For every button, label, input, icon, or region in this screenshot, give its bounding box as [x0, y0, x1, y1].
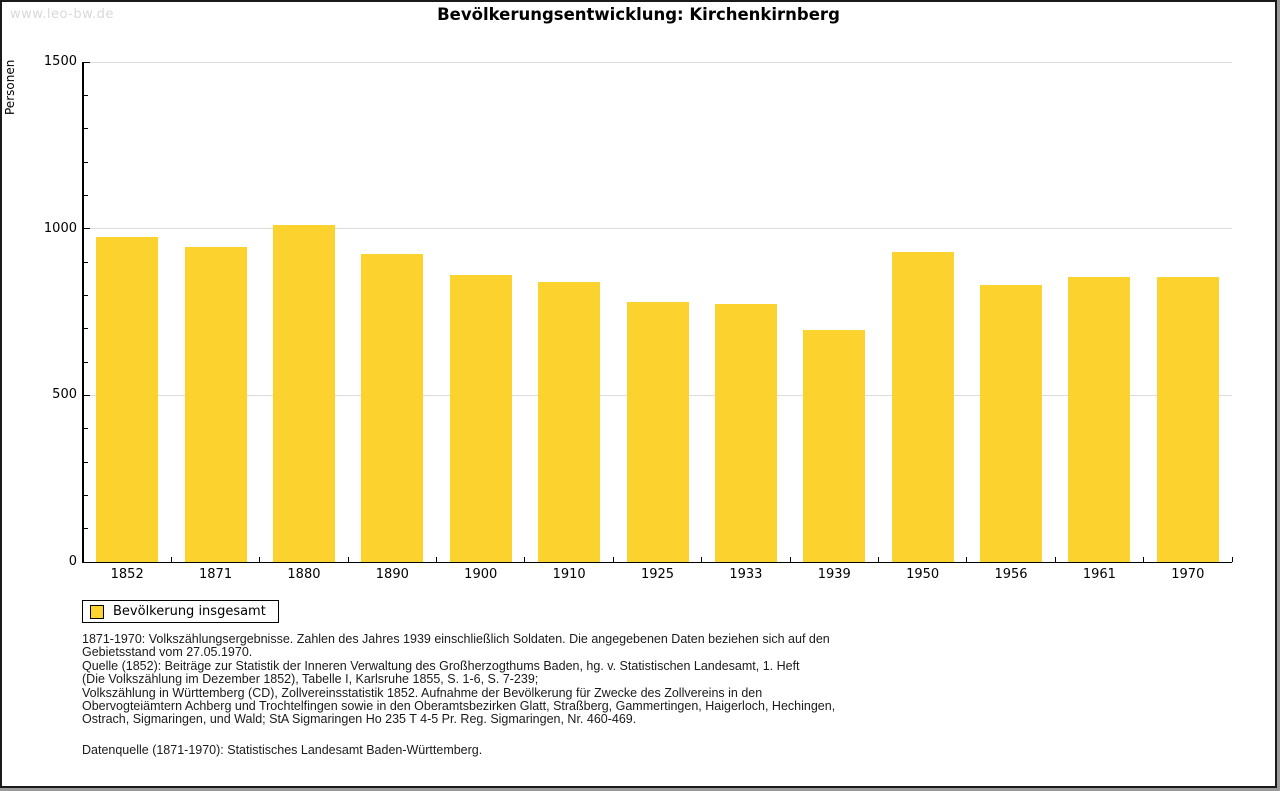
y-minor-tick — [83, 128, 88, 130]
y-minor-tick — [83, 494, 88, 496]
x-tick — [877, 556, 879, 562]
gridline-1000 — [83, 228, 1232, 230]
chart-title: Bevölkerungsentwicklung: Kirchenkirnberg — [437, 5, 840, 24]
footnote-line: Obervogteiämtern Achberg und Trochtelfin… — [82, 699, 836, 714]
bar-1852 — [96, 237, 159, 562]
x-tick — [347, 556, 349, 562]
x-tick-label: 1933 — [729, 567, 763, 582]
y-tick-label: 0 — [68, 554, 77, 569]
bar-1933 — [714, 303, 777, 562]
footnote-line: Gebietsstand vom 27.05.1970. — [82, 645, 253, 660]
y-tick-label: 1500 — [43, 54, 77, 69]
x-tick-label: 1890 — [375, 567, 409, 582]
bar-1925 — [626, 302, 689, 562]
footnote-line: Quelle (1852): Beiträge zur Statistik de… — [82, 658, 800, 673]
y-major-tick — [83, 61, 90, 63]
x-tick — [789, 556, 791, 562]
y-minor-tick — [83, 294, 88, 296]
y-major-tick — [83, 228, 90, 230]
x-tick — [1143, 556, 1145, 562]
x-tick — [170, 556, 172, 562]
y-minor-tick — [83, 461, 88, 463]
x-tick-label: 1880 — [287, 567, 321, 582]
footnote-line: 1871-1970: Volkszählungsergebnisse. Zahl… — [82, 632, 830, 646]
x-tick — [701, 556, 703, 562]
y-major-tick — [83, 394, 90, 396]
x-tick — [259, 556, 261, 562]
gridline-1500 — [83, 61, 1232, 63]
footnote-line: Ostrach, Sigmaringen, und Wald; StA Sigm… — [82, 712, 637, 727]
bar-1950 — [891, 252, 954, 562]
y-minor-tick — [83, 428, 88, 430]
bar-1890 — [361, 253, 424, 562]
x-tick-label: 1910 — [552, 567, 586, 582]
y-tick-label: 1000 — [43, 220, 77, 236]
x-tick-label: 1956 — [994, 567, 1028, 582]
y-minor-tick — [83, 361, 88, 363]
bar-1900 — [449, 275, 512, 562]
x-tick-label: 1961 — [1082, 567, 1116, 582]
bar-1871 — [184, 247, 247, 562]
footnote-text: 1871-1970: Volkszählungsergebnisse. Zahl… — [82, 632, 1222, 727]
x-tick — [524, 556, 526, 562]
y-minor-tick — [83, 161, 88, 163]
x-tick-label: 1900 — [464, 567, 498, 582]
y-minor-tick — [83, 94, 88, 96]
y-axis-line — [82, 62, 84, 563]
x-tick-label: 1970 — [1171, 567, 1205, 582]
x-tick — [612, 556, 614, 562]
bar-1910 — [538, 282, 601, 562]
bar-1970 — [1156, 277, 1219, 562]
legend-swatch-icon — [90, 604, 104, 619]
legend-label: Bevölkerung insgesamt — [113, 604, 266, 619]
bar-1880 — [272, 225, 335, 562]
y-minor-tick — [83, 528, 88, 530]
bar-1939 — [803, 330, 866, 562]
x-tick-label: 1852 — [110, 567, 144, 582]
bar-1961 — [1068, 277, 1131, 562]
x-tick — [1231, 556, 1233, 562]
x-tick-label: 1950 — [906, 567, 940, 582]
x-tick-label: 1871 — [199, 567, 233, 582]
legend-box: Bevölkerung insgesamt — [82, 600, 279, 623]
watermark-text: www.leo-bw.de — [10, 7, 114, 22]
y-minor-tick — [83, 328, 88, 330]
y-minor-tick — [83, 194, 88, 196]
footnote-line: (Die Volkszählung im Dezember 1852), Tab… — [82, 672, 539, 687]
x-tick — [1054, 556, 1056, 562]
footnote-line: Volkszählung in Württemberg (CD), Zollve… — [82, 685, 763, 700]
x-tick-label: 1939 — [817, 567, 851, 582]
x-tick — [966, 556, 968, 562]
x-axis-line — [82, 561, 1232, 563]
y-minor-tick — [83, 261, 88, 263]
bar-1956 — [980, 285, 1043, 562]
datasource-text: Datenquelle (1871-1970): Statistisches L… — [82, 743, 483, 757]
x-tick — [436, 556, 438, 562]
x-tick-label: 1925 — [640, 567, 675, 582]
y-tick-label: 500 — [52, 387, 77, 403]
